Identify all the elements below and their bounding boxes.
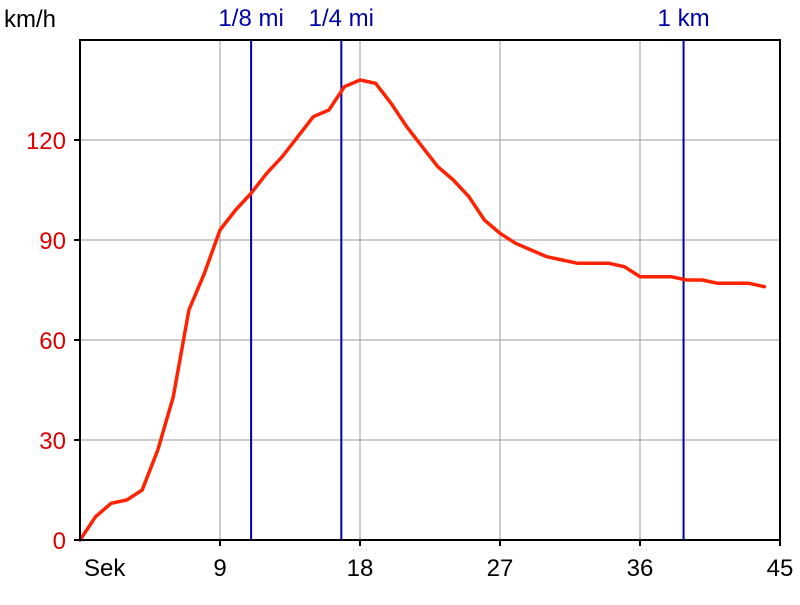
y-tick-label: 0	[53, 528, 66, 555]
plot-frame	[79, 39, 781, 541]
x-tick-label: 36	[627, 555, 654, 582]
x-tick-label: 9	[213, 555, 226, 582]
x-axis-start-label: Sek	[84, 555, 126, 582]
distance-marker-label: 1 km	[658, 5, 710, 32]
distance-markers	[250, 40, 685, 540]
y-tick-label: 30	[39, 428, 66, 455]
distance-marker-label: 1/8 mi	[218, 5, 283, 32]
grid-lines	[80, 40, 780, 540]
y-tick-label: 60	[39, 328, 66, 355]
x-tick-label: 45	[767, 555, 794, 582]
y-axis-label: km/h	[4, 6, 56, 33]
y-tick-label: 90	[39, 228, 66, 255]
distance-marker-label: 1/4 mi	[309, 5, 374, 32]
x-tick-label: 27	[487, 555, 514, 582]
tick-labels: 9 18 27 36 45 0 30 60 90 120 1/8 mi 1/4 mi 1 km	[26, 5, 793, 582]
x-tick-label: 18	[347, 555, 374, 582]
series-layer	[78, 78, 767, 542]
y-tick-label: 120	[26, 128, 66, 155]
speed-series-line	[78, 78, 767, 542]
